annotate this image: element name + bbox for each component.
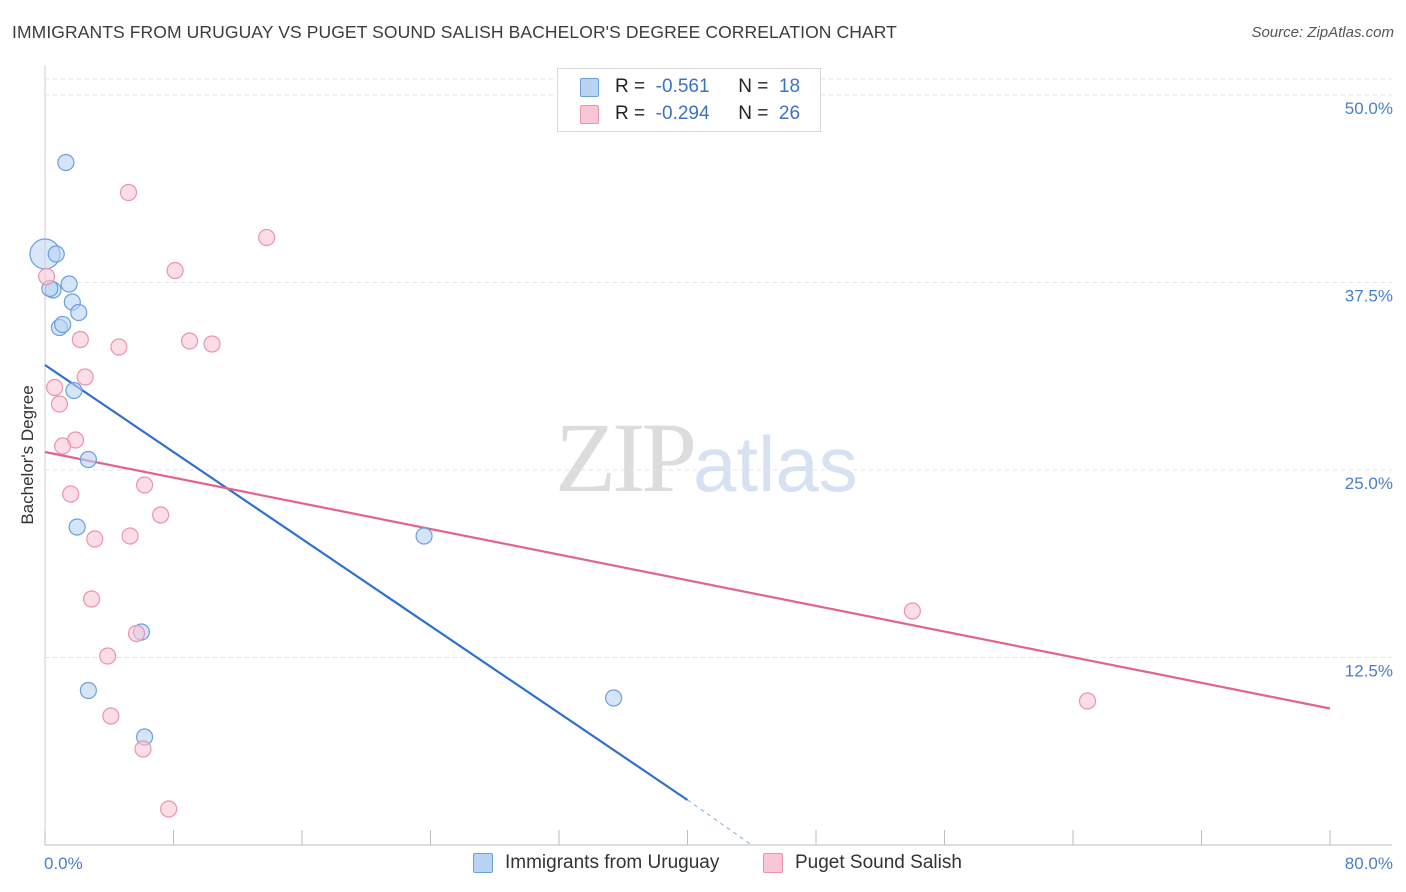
uruguay-point: [68, 518, 86, 536]
trend-lines: [44, 364, 1331, 846]
salish-point: [180, 332, 199, 350]
salish-point: [38, 267, 56, 286]
chart-title: IMMIGRANTS FROM URUGUAY VS PUGET SOUND S…: [12, 22, 897, 42]
x-tick-label-max: 80.0%: [1345, 854, 1393, 873]
salish-point: [152, 506, 170, 524]
watermark-atlas: atlas: [693, 420, 858, 508]
salish-point: [82, 590, 101, 608]
salish-trend-line: [44, 450, 1331, 710]
salish-point: [160, 800, 178, 818]
salish-r-value: -0.294: [655, 103, 710, 124]
legend-item-salish: Puget Sound Salish: [763, 852, 962, 874]
salish-point: [76, 368, 94, 386]
salish-point: [166, 261, 184, 280]
legend-row-salish: R = -0.294 N = 26: [580, 101, 800, 127]
salish-point: [110, 338, 128, 356]
watermark-zip: ZIP: [555, 402, 697, 513]
salish-point: [258, 228, 276, 247]
uruguay-point: [79, 681, 97, 700]
uruguay-legend-label: Immigrants from Uruguay: [505, 852, 720, 873]
uruguay-point: [79, 450, 97, 469]
uruguay-trend-extension: [687, 799, 753, 846]
salish-point: [203, 335, 221, 353]
uruguay-point: [70, 303, 88, 322]
uruguay-r-label: R =: [615, 76, 646, 97]
salish-point: [102, 707, 120, 725]
legend-row-uruguay: R = -0.561 N = 18: [580, 74, 800, 100]
salish-n-value: 26: [778, 103, 801, 124]
salish-point: [86, 530, 104, 548]
uruguay-point: [65, 381, 83, 400]
source-label: Source: ZipAtlas.com: [1251, 24, 1394, 41]
uruguay-point: [60, 275, 78, 293]
uruguay-point: [605, 689, 623, 707]
salish-point: [1078, 692, 1097, 710]
tick-labels: 12.5% 25.0% 37.5% 50.0% 0.0% 80.0%: [44, 99, 1393, 873]
salish-point: [134, 740, 152, 758]
y-tick-label: 37.5%: [1345, 287, 1393, 306]
watermark: ZIPatlas: [555, 400, 858, 515]
salish-point: [119, 183, 138, 202]
y-tick-label: 25.0%: [1345, 474, 1393, 493]
salish-point: [54, 437, 72, 455]
salish-legend-swatch: [763, 853, 783, 873]
uruguay-swatch: [580, 77, 599, 97]
correlation-legend: R = -0.561 N = 18 R = -0.294 N = 26: [557, 68, 821, 132]
salish-point: [62, 485, 80, 503]
salish-swatch: [580, 104, 599, 124]
legend-item-uruguay: Immigrants from Uruguay: [473, 852, 719, 874]
salish-r-label: R =: [615, 103, 646, 124]
uruguay-point: [54, 315, 72, 334]
uruguay-trend-line: [44, 364, 689, 801]
salish-point: [121, 527, 139, 545]
uruguay-point: [57, 153, 75, 172]
salish-n-label: N =: [738, 103, 769, 124]
salish-legend-label: Puget Sound Salish: [795, 852, 962, 873]
y-tick-label: 50.0%: [1345, 99, 1393, 118]
salish-point: [99, 647, 117, 665]
data-points: [29, 153, 1097, 818]
y-tick-label: 12.5%: [1345, 662, 1393, 681]
uruguay-n-label: N =: [738, 76, 769, 97]
salish-point: [71, 330, 89, 349]
x-tick-label-min: 0.0%: [44, 854, 83, 873]
uruguay-n-value: 18: [778, 76, 801, 97]
uruguay-point: [47, 245, 65, 263]
y-axis-label: Bachelor's Degree: [18, 385, 37, 525]
axes: [44, 66, 1392, 846]
salish-point: [903, 602, 921, 620]
grid-lines: [45, 78, 1392, 658]
uruguay-point: [415, 527, 433, 545]
salish-point: [46, 378, 64, 397]
salish-point: [127, 624, 146, 643]
salish-point: [50, 395, 69, 413]
uruguay-legend-swatch: [473, 853, 493, 873]
salish-point: [135, 476, 154, 494]
uruguay-r-value: -0.561: [655, 76, 710, 97]
